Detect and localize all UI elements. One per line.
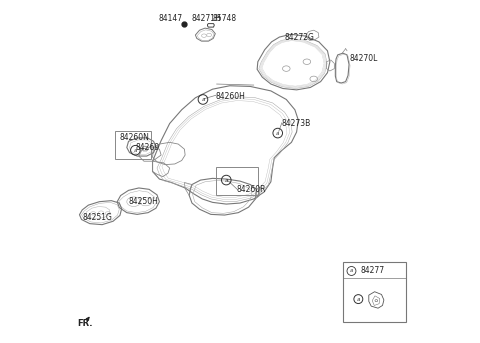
Text: a: a	[225, 178, 228, 182]
Bar	[115, 131, 151, 159]
Text: 84260R: 84260R	[237, 185, 266, 194]
Text: 84250H: 84250H	[129, 197, 158, 206]
Text: FR.: FR.	[77, 319, 93, 328]
Text: 84273B: 84273B	[281, 119, 311, 128]
Text: 84147: 84147	[159, 14, 183, 23]
Text: 84270L: 84270L	[350, 54, 378, 63]
Text: 84277: 84277	[360, 266, 384, 275]
Text: 84272G: 84272G	[285, 33, 314, 42]
Text: a: a	[276, 131, 279, 135]
Text: a: a	[350, 269, 353, 273]
Text: 84251G: 84251G	[82, 213, 112, 222]
Text: a: a	[201, 97, 204, 102]
Text: 84271H: 84271H	[192, 14, 222, 23]
Text: 84269: 84269	[136, 143, 160, 152]
Bar	[343, 262, 407, 322]
Text: a: a	[357, 297, 360, 301]
Text: 84260N: 84260N	[119, 133, 149, 142]
Bar	[216, 167, 258, 195]
Text: 84260H: 84260H	[216, 92, 246, 100]
Text: 85748: 85748	[213, 14, 237, 23]
Text: a: a	[134, 148, 137, 153]
